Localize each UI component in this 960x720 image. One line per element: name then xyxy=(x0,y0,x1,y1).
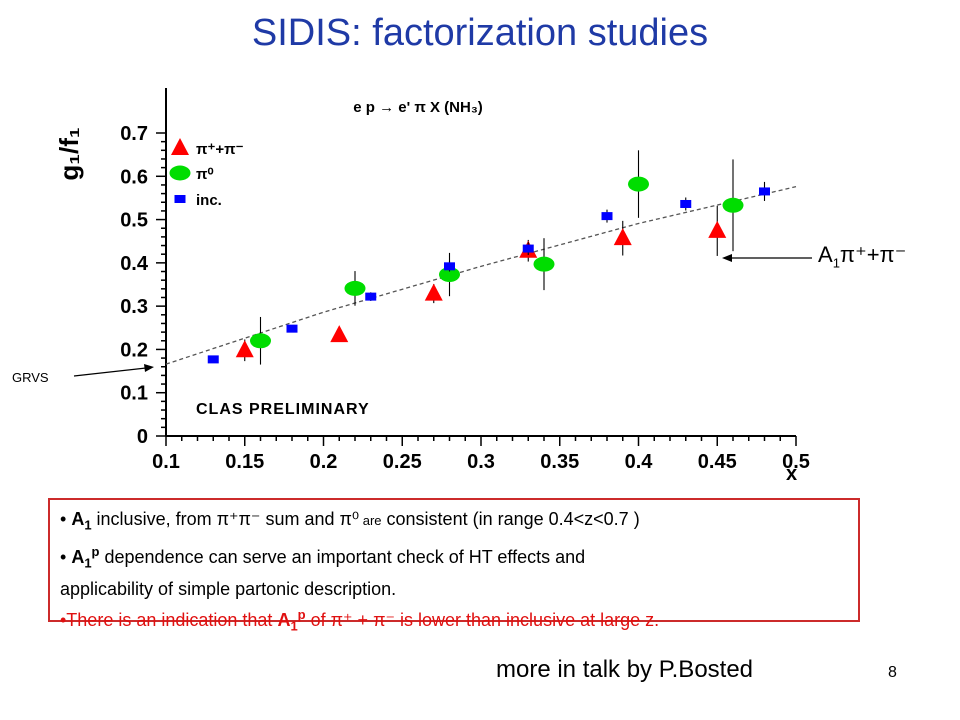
data-point-ellipse xyxy=(439,267,460,283)
grvs-curve xyxy=(165,186,797,365)
chart-title: e p → e' π X (NH₃) xyxy=(353,99,483,116)
bullet-3-a-sup: p xyxy=(297,607,306,623)
data-point-square xyxy=(601,212,613,221)
grvs-label: GRVS xyxy=(12,370,49,385)
bullet-1-pi0: π⁰ xyxy=(339,509,360,529)
bullet-2-text-2: applicability of simple partonic descrip… xyxy=(60,579,397,600)
bullet-3: •There is an indication that A1p of π⁺ +… xyxy=(60,602,848,640)
x-tick-label: 0.4 xyxy=(625,451,654,473)
y-tick-label: 0.4 xyxy=(120,253,149,275)
y-tick-label: 0.2 xyxy=(120,339,148,361)
legend-label: π⁺+π⁻ xyxy=(196,141,244,158)
x-tick-label: 0.1 xyxy=(152,451,180,473)
data-point-ellipse xyxy=(722,197,744,213)
legend-label: π⁰ xyxy=(196,166,214,183)
x-tick-label: 0.3 xyxy=(467,451,495,473)
bullet-1: • A1 inclusive, from π⁺π⁻ sum and π⁰ are… xyxy=(60,506,848,539)
bullet-2-a-sub: 1 xyxy=(84,555,92,571)
x-tick-label: 0.2 xyxy=(310,451,338,473)
data-point-triangle xyxy=(330,325,349,343)
x-tick-label: 0.45 xyxy=(698,451,737,473)
bullet-2-marker: • xyxy=(60,546,72,567)
x-tick-label: 0.35 xyxy=(540,451,579,473)
legend-marker-ellipse xyxy=(169,165,191,181)
bullet-2-cont: applicability of simple partonic descrip… xyxy=(60,576,848,602)
y-tick-label: 0 xyxy=(137,426,148,448)
bullet-2-a: A xyxy=(71,546,85,567)
chart: 0.1 0.15 0.2 0.25 0.3 0.35 0.4 0.45 0.500.10.20.… xyxy=(54,88,812,485)
bullet-3-a-sub: 1 xyxy=(290,618,298,634)
slide-title: SIDIS: factorization studies xyxy=(251,12,709,54)
data-point-ellipse xyxy=(344,280,366,296)
data-point-square xyxy=(207,355,219,364)
bullet-3-text-2: is lower than inclusive at large z. xyxy=(395,610,660,631)
legend-marker-square xyxy=(174,195,186,203)
x-tick-label: 0.25 xyxy=(383,451,422,473)
a1-label-sub: 1 xyxy=(832,255,840,271)
grvs-arrow-line xyxy=(73,367,147,377)
data-point-square xyxy=(680,199,692,208)
x-tick-label: 0.5 xyxy=(782,451,810,473)
data-point-square xyxy=(444,262,455,271)
data-point-triangle xyxy=(613,228,632,246)
y-tick-label: 0.5 xyxy=(120,210,148,232)
data-point-triangle xyxy=(235,340,254,358)
bullet-1-text-3: consistent (in range 0.4<z<0.7 ) xyxy=(381,509,640,529)
bullet-1-a-sub: 1 xyxy=(84,517,92,533)
data-point-square xyxy=(522,244,534,253)
data-point-ellipse xyxy=(250,333,271,349)
bullet-1-text-1: inclusive, from xyxy=(91,509,217,529)
bullet-1-pi-pm: π⁺π⁻ xyxy=(216,509,261,529)
bullet-2-text-1: dependence can serve an important check … xyxy=(99,546,586,567)
bullet-box: • A1 inclusive, from π⁺π⁻ sum and π⁰ are… xyxy=(48,498,860,634)
x-tick-label: 0.15 xyxy=(225,451,264,473)
bullet-1-a: A xyxy=(71,509,85,529)
bullet-3-a: A xyxy=(277,610,291,631)
bullet-3-pi: π⁺ + π⁻ xyxy=(330,610,395,631)
y-tick-label: 0.1 xyxy=(120,383,148,405)
data-point-square xyxy=(759,187,770,196)
data-point-square xyxy=(365,292,377,301)
footer-note: more in talk by P.Bosted xyxy=(496,656,754,683)
data-point-ellipse xyxy=(628,176,649,192)
bullet-1-are: are xyxy=(359,513,382,528)
a1-pion-label: A1π⁺+π⁻ xyxy=(818,242,906,270)
data-point-triangle xyxy=(424,283,443,301)
bullet-3-marker: •There is an indication that xyxy=(60,610,278,631)
data-point-square xyxy=(286,324,298,333)
grvs-arrowhead xyxy=(144,364,154,372)
y-tick-label: 0.6 xyxy=(120,166,148,188)
legend-marker-triangle xyxy=(171,138,189,155)
legend-label: inc. xyxy=(196,192,222,209)
data-point-triangle xyxy=(708,220,727,238)
a1-label-expr: π⁺+π⁻ xyxy=(839,242,907,267)
slide-number: 8 xyxy=(888,664,897,681)
bullet-3-text-1: of xyxy=(305,610,331,631)
bullet-2-a-sup: p xyxy=(91,543,100,559)
a1-arrowhead xyxy=(722,254,732,262)
bullet-1-text-2: sum and xyxy=(260,509,340,529)
y-axis-label: g₁/f₁ xyxy=(54,127,84,180)
y-tick-label: 0.3 xyxy=(120,296,148,318)
x-axis-label: x xyxy=(786,463,797,485)
bullet-2: • A1p dependence can serve an important … xyxy=(60,539,848,577)
y-tick-label: 0.7 xyxy=(120,123,148,145)
chart-watermark: CLAS PRELIMINARY xyxy=(196,401,370,418)
bullet-1-marker: • xyxy=(60,509,72,529)
a1-label-letter: A xyxy=(818,242,833,267)
data-point-ellipse xyxy=(533,256,555,272)
